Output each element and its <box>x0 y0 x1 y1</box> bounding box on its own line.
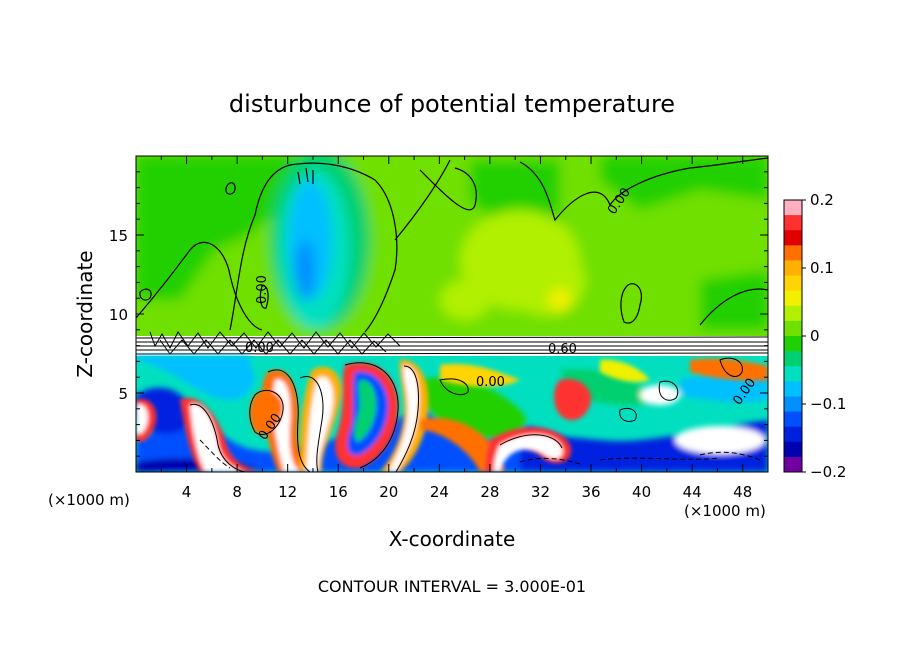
x-tick-label: 20 <box>379 483 398 501</box>
colorbar-cell <box>784 230 802 246</box>
colorbar-cell <box>784 441 802 458</box>
x-tick-label: 32 <box>531 483 550 501</box>
x-axis: 4 8 12 16 20 24 28 32 36 40 44 48 <box>160 156 752 501</box>
lower-field <box>136 356 768 472</box>
colorbar-cell <box>784 456 802 473</box>
colorbar-cell <box>784 215 802 231</box>
x-tick-label: 40 <box>632 483 651 501</box>
colorbar-tick-label: 0.2 <box>810 191 834 209</box>
colorbar-tick-label: 0.1 <box>810 259 834 277</box>
y-tick-label: 15 <box>109 227 128 245</box>
plot-area: 0.00 0.00 0.00 0.00 0.60 0.00 0.00 <box>135 155 769 473</box>
inversion-layer <box>136 331 768 356</box>
contour-interval-note: CONTOUR INTERVAL = 3.000E-01 <box>318 577 586 596</box>
colorbar-cell <box>784 260 802 277</box>
y-tick-label: 10 <box>109 306 128 324</box>
contour-label: 0.00 <box>476 375 505 390</box>
upper-field <box>136 156 768 336</box>
colorbar-cell <box>784 366 802 382</box>
colorbar-cell <box>784 275 802 292</box>
colorbar-tick-label: 0 <box>810 327 820 345</box>
colorbar-cell <box>784 351 802 367</box>
colorbar-cell <box>784 426 802 443</box>
colorbar-cell <box>784 381 802 397</box>
colorbar-cell <box>784 290 802 307</box>
contour-label: 0.60 <box>548 342 577 357</box>
x-tick-label: 12 <box>278 483 297 501</box>
x-unit-label: (×1000 m) <box>48 491 130 509</box>
x-tick-label: 28 <box>480 483 499 501</box>
x-unit-label-right: (×1000 m) <box>684 502 766 520</box>
x-tick-label: 44 <box>683 483 702 501</box>
colorbar-cell <box>784 305 802 322</box>
chart-title: disturbunce of potential temperature <box>229 90 675 118</box>
x-tick-label: 24 <box>430 483 449 501</box>
y-axis: 5 10 15 <box>109 171 768 457</box>
colorbar-cell <box>784 336 802 352</box>
colorbar-cell <box>784 200 802 216</box>
x-axis-label: X-coordinate <box>389 527 516 551</box>
x-tick-label: 48 <box>733 483 752 501</box>
colorbar-cell <box>784 245 802 261</box>
y-axis-label: Z-coordinate <box>73 250 97 377</box>
contour-label: 0.00 <box>245 341 274 356</box>
colorbar: 0.2 0.1 0 −0.1 −0.2 <box>783 191 846 481</box>
colorbar-cell <box>784 411 802 428</box>
colorbar-cell <box>784 320 802 337</box>
x-tick-label: 8 <box>232 483 242 501</box>
contour-label: 0.00 <box>255 275 270 304</box>
x-tick-label: 36 <box>581 483 600 501</box>
y-tick-label: 5 <box>118 385 128 403</box>
colorbar-tick-label: −0.1 <box>810 395 846 413</box>
colorbar-tick-label: −0.2 <box>810 463 846 481</box>
x-tick-label: 16 <box>329 483 348 501</box>
colorbar-cell <box>784 396 802 413</box>
x-tick-label: 4 <box>182 483 192 501</box>
